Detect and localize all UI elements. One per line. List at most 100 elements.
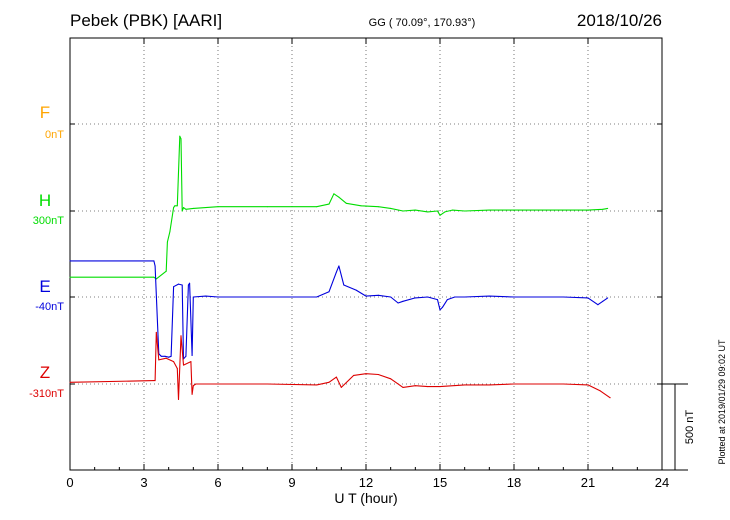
data-point-z xyxy=(488,384,490,386)
data-point-z xyxy=(316,384,318,386)
series-line-z xyxy=(69,331,611,401)
data-point-e xyxy=(538,296,540,298)
data-point-e xyxy=(205,295,207,297)
data-point-e xyxy=(335,271,337,273)
data-point-h xyxy=(464,210,466,212)
data-point-z xyxy=(180,335,182,337)
series-line-h xyxy=(70,135,608,280)
data-point-e xyxy=(217,296,219,298)
data-point-e xyxy=(192,296,194,298)
x-tick-label: 0 xyxy=(66,475,73,490)
data-point-e xyxy=(316,296,318,298)
data-point-z xyxy=(538,383,540,385)
data-point-h xyxy=(607,207,609,209)
data-point-e xyxy=(185,355,187,357)
x-tick-label: 9 xyxy=(288,475,295,490)
series-layer xyxy=(69,135,611,401)
data-point-e xyxy=(602,300,604,302)
data-point-e xyxy=(266,296,268,298)
data-point-h xyxy=(69,276,71,278)
data-point-e xyxy=(464,296,466,298)
data-point-e xyxy=(187,284,189,286)
data-point-e xyxy=(338,265,340,267)
x-tick-label: 12 xyxy=(359,475,373,490)
data-point-z xyxy=(178,399,179,400)
data-point-z xyxy=(328,381,330,383)
data-point-h xyxy=(173,207,175,209)
channel-offset-e: -40nT xyxy=(35,301,64,313)
data-point-e xyxy=(160,355,162,357)
data-point-h xyxy=(402,210,404,212)
series-line-e xyxy=(70,260,609,360)
data-point-h xyxy=(316,206,318,208)
data-point-e xyxy=(328,291,330,293)
data-point-z xyxy=(390,378,392,380)
channel-name-e: E xyxy=(39,277,50,296)
data-point-h xyxy=(427,211,429,213)
data-point-h xyxy=(179,135,181,137)
data-point-e xyxy=(178,283,179,285)
data-point-z xyxy=(414,385,416,387)
data-point-h xyxy=(439,214,441,216)
data-point-z xyxy=(402,386,404,388)
data-point-z xyxy=(173,361,175,363)
channel-offset-z: -310nT xyxy=(29,388,64,400)
data-point-e xyxy=(446,299,448,301)
data-point-z xyxy=(183,364,184,366)
data-point-z xyxy=(155,331,157,333)
data-point-h xyxy=(437,210,438,212)
data-point-e xyxy=(365,295,367,297)
data-point-z xyxy=(266,383,268,385)
data-point-e xyxy=(153,260,155,262)
data-point-h xyxy=(488,209,490,211)
data-point-e xyxy=(173,286,175,288)
data-point-e xyxy=(513,296,515,298)
data-point-e xyxy=(154,265,156,267)
data-point-e xyxy=(343,284,345,286)
data-point-h xyxy=(153,276,155,278)
x-tick-label: 15 xyxy=(433,475,447,490)
data-point-h xyxy=(328,203,330,205)
data-point-e xyxy=(164,355,166,357)
data-point-e xyxy=(414,297,416,299)
x-tick-label: 6 xyxy=(214,475,221,490)
data-point-z xyxy=(165,357,167,359)
data-point-z xyxy=(217,383,219,385)
data-point-z xyxy=(427,386,429,388)
data-point-h xyxy=(444,211,446,213)
date-label: 2018/10/26 xyxy=(577,11,662,30)
channel-offset-f: 0nT xyxy=(45,129,64,141)
geographic-coordinates: GG ( 70.09°, 170.93°) xyxy=(369,17,476,29)
data-point-e xyxy=(454,296,456,298)
data-point-e xyxy=(377,294,379,296)
channel-offset-h: 300nT xyxy=(33,215,64,227)
data-point-h xyxy=(174,205,176,207)
data-point-z xyxy=(377,374,379,375)
data-point-z xyxy=(195,383,197,385)
data-point-e xyxy=(488,295,490,297)
data-point-h xyxy=(333,193,335,195)
data-point-z xyxy=(353,374,355,376)
data-point-z xyxy=(190,361,192,363)
data-point-e xyxy=(191,355,193,356)
data-point-e xyxy=(587,297,589,299)
data-point-h xyxy=(166,241,168,243)
data-point-z xyxy=(340,386,342,388)
data-point-e xyxy=(437,299,438,301)
data-point-e xyxy=(442,306,443,308)
data-point-h xyxy=(165,270,167,272)
data-point-h xyxy=(338,196,340,198)
data-point-z xyxy=(153,380,155,382)
data-point-z xyxy=(587,384,589,386)
data-point-h xyxy=(217,206,219,208)
data-point-h xyxy=(192,207,194,209)
data-point-h xyxy=(185,208,187,210)
station-title: Pebek (PBK) [AARI] xyxy=(70,11,222,30)
data-point-z xyxy=(365,373,367,375)
data-point-z xyxy=(513,383,515,385)
data-point-h xyxy=(414,209,416,211)
scale-bar-label: 500 nT xyxy=(684,410,696,445)
channel-name-f: F xyxy=(40,103,50,122)
data-point-h xyxy=(181,210,183,212)
data-point-e xyxy=(355,289,357,291)
